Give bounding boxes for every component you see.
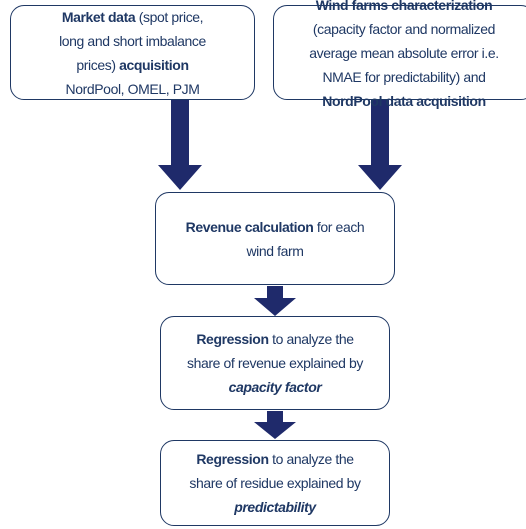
arrow [254,411,296,439]
text-line: average mean absolute error i.e. [309,41,499,65]
text-line: predictability [234,495,316,519]
node-box: Regression to analyze the share of revenu… [160,316,390,410]
text-run: (spot price, [135,8,204,25]
text-line: NordPool data acquisition [322,89,486,113]
text-line: Regression to analyze the [196,327,354,351]
text-line: long and short imbalance [59,29,206,53]
text-line: Revenue calculation for each [186,215,365,239]
text-line: share of revenue explained by [187,351,363,375]
node-box: Wind farms characterization (capacity fac… [273,0,526,109]
node-box: Revenue calculation for each wind farm [155,192,395,285]
text-run: long and short imbalance [59,32,206,49]
text-run: for each [313,218,365,235]
text-run: Regression [196,331,269,347]
text-line: NMAE for predictability) and [322,65,485,89]
text-run: Wind farms characterization [315,0,493,13]
text-line: Market data (spot price, [61,5,204,29]
arrow [158,100,202,190]
text-run: to analyze the [268,331,354,347]
text-line: Wind farms characterization [316,0,493,17]
text-line: prices) acquisition [76,53,189,77]
arrow-group [158,100,402,439]
text-line: capacity factor [229,375,322,399]
node-box: Regression to analyze the share of residu… [160,440,390,526]
text-run: average mean absolute error i.e. [309,44,499,61]
text-run: wind farm [246,242,304,259]
text-run: prices) [76,56,120,73]
text-line: Regression to analyze the [196,447,354,471]
arrow [254,286,296,316]
text-run: (capacity factor and normalized [312,20,496,37]
text-run: Market data [61,8,136,25]
text-run: NordPool data acquisition [322,92,486,109]
text-run: Regression [196,451,269,467]
text-run: to analyze the [268,451,354,467]
text-line: share of residue explained by [189,471,361,495]
text-run: share of residue explained by [189,475,361,491]
text-run: acquisition [119,56,189,73]
text-line: NordPool, OMEL, PJM [66,77,200,101]
text-run: capacity factor [228,379,322,395]
text-run: Revenue calculation [185,218,314,235]
text-run: NMAE for predictability) and [322,68,486,85]
arrow [358,100,402,190]
text-line: wind farm [246,239,303,263]
text-run: NordPool, OMEL, PJM [65,80,200,97]
text-run: predictability [234,499,316,515]
text-run: share of revenue explained by [187,355,363,371]
node-box: Market data (spot price, long and short i… [10,5,255,100]
text-line: (capacity factor and normalized [312,17,496,41]
